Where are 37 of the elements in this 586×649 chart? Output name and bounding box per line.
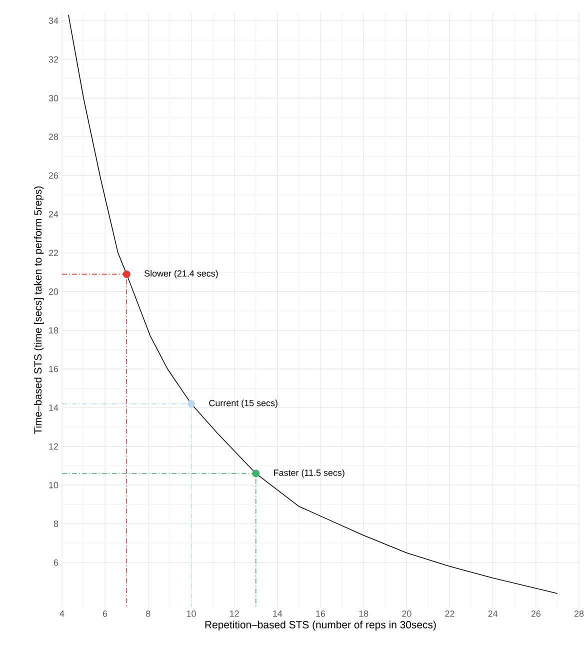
y-tick-label: 16 — [49, 366, 58, 372]
y-tick-label: 26 — [48, 172, 58, 179]
x-tick-label: 22 — [445, 610, 454, 617]
y-tick-label: 6 — [54, 559, 58, 566]
y-tick-label: 12 — [49, 443, 58, 450]
x-tick-label: 12 — [230, 610, 239, 617]
y-tick-label: 20 — [48, 288, 58, 295]
x-tick-label: 4 — [60, 610, 64, 617]
y-tick-label: 24 — [48, 211, 58, 218]
x-tick-label: 14 — [273, 610, 282, 617]
y-tick-label: 28 — [48, 134, 58, 140]
line-series — [68, 14, 558, 594]
point — [252, 470, 260, 478]
point — [122, 270, 130, 278]
y-tick-label: 32 — [48, 56, 58, 63]
y-tick-label: 22 — [48, 250, 58, 256]
x-tick-label: 26 — [531, 610, 541, 617]
annotation: Slower (21.4 secs) — [144, 270, 218, 278]
x-tick-label: 16 — [316, 610, 326, 617]
annotation: Faster (11.5 secs) — [274, 469, 344, 478]
y-tick-label: 14 — [49, 404, 58, 411]
x-tick-label: 10 — [186, 610, 196, 617]
x-tick-label: 28 — [574, 610, 584, 617]
y-tick-label: 8 — [54, 520, 58, 527]
x-tick-label: 18 — [359, 610, 368, 617]
x-axis-title: Repetition–based STS (number of reps in 30secs) — [205, 620, 436, 630]
x-tick-label: 6 — [103, 610, 108, 617]
y-tick-label: 34 — [48, 18, 58, 24]
x-tick-label: 20 — [402, 610, 412, 617]
y-axis-title: Time–based STS (time [secs] taken to perform 5reps) — [34, 186, 44, 434]
x-tick-label: 8 — [146, 610, 150, 617]
y-tick-label: 18 — [49, 327, 58, 334]
y-tick-label: 30 — [48, 94, 58, 102]
annotation: Current (15 secs) — [209, 400, 278, 408]
point — [187, 400, 196, 408]
x-tick-label: 24 — [488, 610, 498, 617]
y-tick-label: 10 — [49, 482, 58, 488]
